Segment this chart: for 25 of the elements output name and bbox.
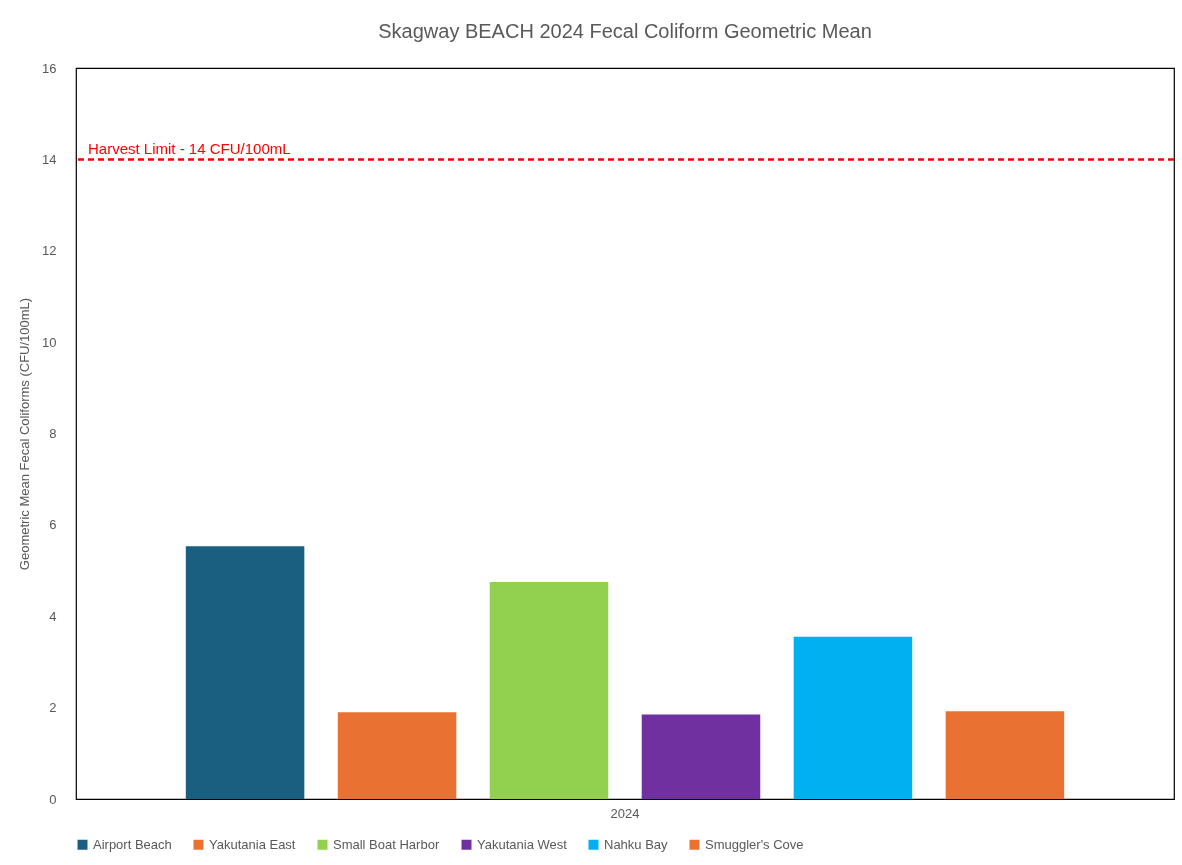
y-tick-label: 0 — [49, 791, 57, 807]
legend-label: Nahku Bay — [604, 836, 669, 852]
legend-label: Smuggler's Cove — [705, 836, 804, 852]
x-tick-label: 2024 — [610, 805, 640, 821]
y-tick-label: 10 — [42, 334, 57, 350]
y-axis-title: Geometric Mean Fecal Coliforms (CFU/100mL) — [17, 297, 33, 571]
bar — [337, 712, 457, 799]
y-tick-label: 4 — [49, 608, 57, 624]
legend-label: Yakutania East — [209, 836, 296, 852]
y-tick-label: 14 — [42, 151, 57, 167]
chart-title: Skagway BEACH 2024 Fecal Coliform Geometric Mean — [378, 20, 872, 42]
legend-label: Small Boat Harbor — [333, 836, 440, 852]
ref-line-label: Harvest Limit - 14 CFU/100mL — [88, 140, 291, 158]
y-tick-label: 16 — [42, 60, 57, 76]
y-tick-label: 2 — [49, 700, 57, 716]
bar — [489, 581, 609, 799]
bar — [793, 636, 913, 799]
bar — [641, 714, 761, 799]
y-tick-label: 8 — [49, 426, 57, 441]
y-tick-label: 6 — [49, 517, 57, 533]
legend-label: Yakutania West — [477, 836, 568, 852]
y-tick-label: 12 — [42, 243, 57, 259]
bar — [945, 711, 1065, 799]
bar — [185, 546, 305, 799]
legend-label: Airport Beach — [93, 836, 172, 852]
